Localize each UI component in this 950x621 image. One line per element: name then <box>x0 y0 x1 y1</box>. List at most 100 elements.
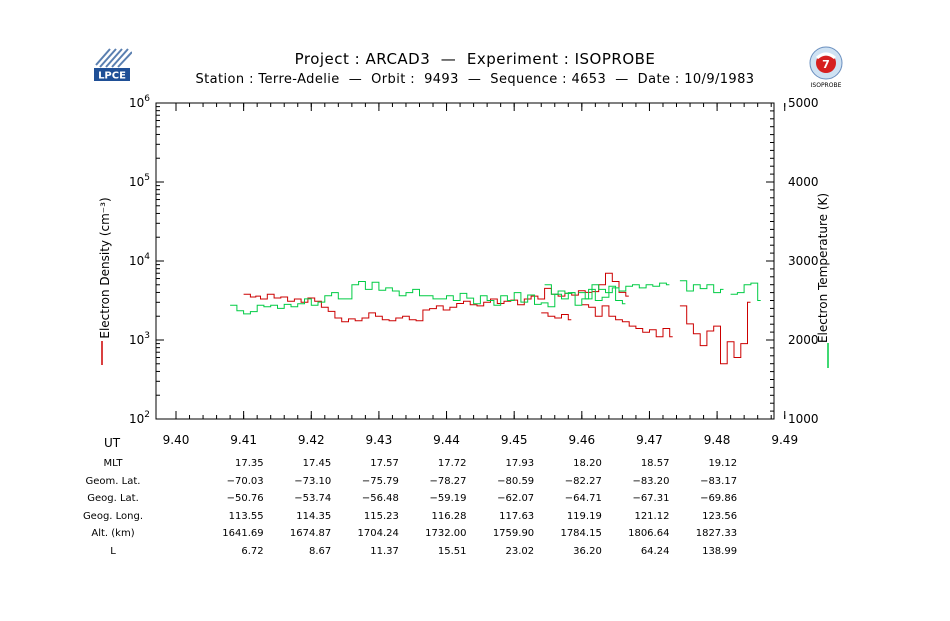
table-row-label: Alt. (km) <box>91 528 135 539</box>
x-tick-label: 9.42 <box>298 433 325 447</box>
table-cell: 6.72 <box>241 545 264 557</box>
table-cell: −70.03 <box>226 475 264 487</box>
table-row-label: L <box>110 545 116 557</box>
table-cell: −83.17 <box>700 475 738 487</box>
table-cell: 64.24 <box>640 545 670 557</box>
table-cell: −80.59 <box>497 475 535 487</box>
table-cell: 117.63 <box>499 510 535 522</box>
x-tick-label: 9.43 <box>366 433 393 447</box>
y-axis-right-label: Electron Temperature (K) <box>816 193 830 343</box>
y-right-tick-label: 4000 <box>788 175 819 189</box>
table-cell: 123.56 <box>702 510 738 522</box>
electron-density-line <box>243 272 629 323</box>
table-cell: −53.74 <box>294 493 332 504</box>
table-cell: 1732.00 <box>425 528 467 539</box>
table-cell: 1806.64 <box>628 528 670 539</box>
electron-temperature-line <box>230 281 626 315</box>
x-tick-label: 9.49 <box>771 433 798 447</box>
table-cell: −73.10 <box>294 475 332 487</box>
table-cell: 17.45 <box>302 458 332 469</box>
table-cell: 17.35 <box>234 458 264 469</box>
y-left-tick-label: 102 <box>129 410 150 426</box>
table-cell: 23.02 <box>505 545 535 557</box>
table-cell: −83.20 <box>632 475 670 487</box>
isoprobe-logo: 7 ISOPROBE <box>805 46 847 90</box>
electron-temperature-line <box>578 282 670 300</box>
table-cell: 17.72 <box>437 458 467 469</box>
electron-temperature-line <box>544 284 575 295</box>
lpce-logo-text: LPCE <box>98 71 126 82</box>
y-left-tick-label: 106 <box>129 94 150 110</box>
x-tick-label: 9.44 <box>433 433 460 447</box>
table-cell: 115.23 <box>363 510 399 522</box>
y-right-tick-label: 5000 <box>788 96 819 110</box>
y-right-tick-label: 1000 <box>788 412 819 426</box>
page-title: Project : ARCAD3 — Experiment : ISOPROBE <box>294 50 656 68</box>
table-row: L 6.72 8.67 11.37 15.51 23.02 36.20 64.24 138.99 <box>0 546 950 560</box>
x-tick-label: 9.47 <box>636 433 663 447</box>
electron-density-line <box>679 301 751 365</box>
table-cell: 1674.87 <box>289 528 332 539</box>
table-row: Geog. Lat. −50.76 −53.74 −56.48 −59.19 −62.07… <box>0 493 950 507</box>
table-cell: 116.28 <box>431 510 467 522</box>
table-cell: −78.27 <box>429 475 467 487</box>
table-row: Geom. Lat. −70.03 −73.10 −75.79 −78.27 −80.59… <box>0 476 950 490</box>
ut-label: UT <box>104 436 121 450</box>
x-tick-label: 9.48 <box>704 433 731 447</box>
table-cell: 121.12 <box>634 510 670 522</box>
table-cell: 17.57 <box>370 458 399 469</box>
table-cell: −75.79 <box>361 475 399 487</box>
electron-temperature-line <box>730 282 761 301</box>
table-cell: −59.19 <box>429 493 467 504</box>
svg-text:7: 7 <box>822 58 830 71</box>
table-cell: −67.31 <box>632 493 670 504</box>
electron-temperature-line <box>679 280 724 294</box>
table-cell: 8.67 <box>309 545 332 557</box>
table-cell: 1641.69 <box>222 528 264 539</box>
electron-density-line <box>581 304 673 338</box>
axes-layer: 102 103 104 105 106 1000 2000 3000 4000 5000 9.40 9… <box>129 94 819 447</box>
table-cell: −62.07 <box>497 493 535 504</box>
x-tick-label: 9.46 <box>568 433 595 447</box>
table-cell: 36.20 <box>573 545 602 557</box>
table-row-label: Geom. Lat. <box>85 475 141 487</box>
y-axis-left-label: Electron Density (cm⁻³) <box>98 197 112 338</box>
x-tick-label: 9.41 <box>230 433 257 447</box>
lpce-logo: LPCE <box>92 47 133 83</box>
table-cell: 19.12 <box>708 458 738 469</box>
table-cell: 119.19 <box>566 510 602 522</box>
table-cell: 11.37 <box>370 545 399 557</box>
table-cell: 1784.15 <box>560 528 602 539</box>
plot-frame <box>155 102 775 420</box>
table-cell: 114.35 <box>296 510 332 522</box>
y-right-tick-label: 2000 <box>788 333 819 347</box>
table-row: Alt. (km) 1641.69 1674.87 1704.24 1732.00 175… <box>0 528 950 542</box>
y-left-tick-label: 104 <box>129 252 150 268</box>
y-left-tick-label: 105 <box>129 173 150 189</box>
table-cell: 138.99 <box>702 545 738 557</box>
x-tick-label: 9.45 <box>501 433 528 447</box>
series-layer <box>230 272 761 365</box>
table-row: MLT 17.35 17.45 17.57 17.72 17.93 18.20 18.57 19… <box>0 458 950 472</box>
table-row: Geog. Long. 113.55 114.35 115.23 116.28 117.6… <box>0 511 950 525</box>
table-cell: −69.86 <box>700 493 738 504</box>
electron-density-line <box>541 312 572 321</box>
table-cell: 17.93 <box>505 458 535 469</box>
table-row-label: Geog. Long. <box>82 510 144 522</box>
table-row-label: MLT <box>103 458 123 469</box>
table-cell: 1704.24 <box>357 528 399 539</box>
table-cell: 1759.90 <box>492 528 535 539</box>
page-subtitle: Station : Terre-Adelie — Orbit : 9493 — … <box>195 72 755 87</box>
table-cell: 113.55 <box>228 510 264 522</box>
y-right-tick-label: 3000 <box>788 254 819 268</box>
table-row-label: Geog. Lat. <box>87 493 139 504</box>
table-cell: −64.71 <box>564 493 602 504</box>
table-cell: 18.57 <box>640 458 670 469</box>
isoprobe-logo-text: ISOPROBE <box>811 82 842 89</box>
table-cell: 18.20 <box>573 458 602 469</box>
table-cell: 15.51 <box>437 545 467 557</box>
y-left-tick-label: 103 <box>129 331 150 347</box>
table-cell: −56.48 <box>361 493 399 504</box>
table-cell: −50.76 <box>226 493 264 504</box>
